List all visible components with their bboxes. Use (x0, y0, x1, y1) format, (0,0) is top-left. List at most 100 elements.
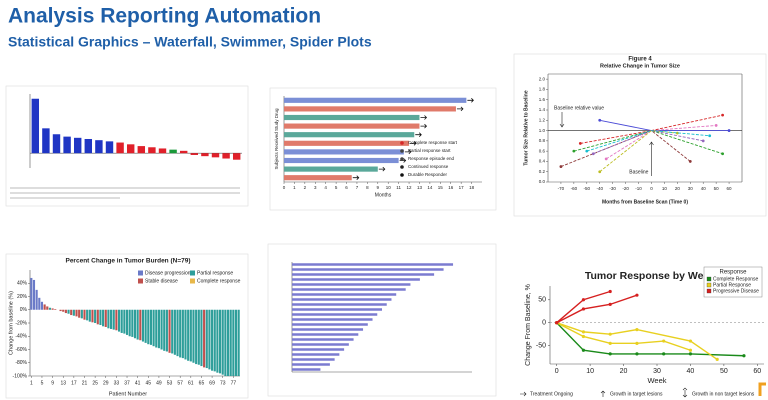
bar (73, 137, 82, 154)
bar (213, 309, 216, 372)
legend-swatch (138, 270, 143, 276)
swim-bar (284, 132, 415, 138)
continued-arrow (352, 175, 360, 180)
series-point (608, 302, 612, 306)
series-line (556, 322, 718, 360)
bar (105, 141, 114, 154)
series-point (688, 339, 693, 343)
bar (201, 153, 209, 157)
spider-point (721, 113, 724, 117)
swim-bar (292, 298, 392, 301)
spider-line (593, 130, 704, 155)
y-tick-label: 1.2 (539, 117, 546, 122)
bar (226, 309, 230, 376)
spider-point (578, 142, 582, 145)
footer-symbol (520, 391, 527, 397)
swim-bar (292, 323, 368, 326)
x-tick-label: 57 (177, 380, 183, 386)
bar (62, 309, 65, 312)
swim-bar (292, 333, 359, 336)
x-tick-label: 13 (417, 185, 423, 190)
spider-point (559, 165, 563, 168)
bar (160, 309, 163, 350)
bar (30, 277, 33, 310)
bar (88, 309, 91, 322)
bar (91, 309, 94, 323)
spider-point (701, 139, 705, 143)
legend-swatch (138, 278, 143, 284)
x-tick-label: 2 (304, 185, 307, 190)
series-point (581, 307, 586, 311)
swim-bar (284, 175, 352, 181)
footer-label: Growth in target lesions (610, 391, 663, 397)
swim-bar (292, 318, 373, 321)
x-tick-label: 61 (188, 380, 194, 386)
legend-label: Complete response start (408, 140, 458, 145)
x-tick-label: 10 (586, 368, 594, 375)
y-tick-label: 0.0 (539, 179, 546, 184)
y-tick-label: -50 (536, 342, 546, 349)
bar (184, 309, 187, 360)
bar (173, 309, 176, 355)
bar (126, 144, 135, 154)
bar (40, 301, 44, 310)
bar (152, 309, 155, 347)
chart-title: Percent Change in Tumor Burden (N=79) (65, 258, 190, 265)
bar (84, 138, 93, 154)
swim-bar (292, 343, 349, 346)
bar (64, 309, 67, 314)
bar (48, 307, 51, 310)
legend-marker (400, 141, 404, 145)
bar (237, 309, 240, 376)
bar (110, 309, 113, 329)
x-tick-label: 60 (753, 368, 761, 375)
bar (232, 309, 235, 376)
footer-label: Treatment Ongoing (530, 391, 573, 397)
spider-point (598, 118, 602, 122)
bar (128, 309, 131, 337)
series-point (742, 354, 746, 358)
bar (63, 136, 71, 154)
x-tick-label: 40 (701, 186, 707, 191)
spider-line (599, 130, 678, 173)
footer-symbol (682, 387, 688, 398)
bar (104, 309, 107, 327)
bar (211, 153, 220, 158)
swim-bar (292, 363, 330, 366)
y-axis-label: Subjects Received Study Drug (274, 108, 279, 170)
x-tick-label: 73 (220, 380, 226, 386)
spider-point (714, 124, 718, 127)
bar (234, 309, 238, 376)
x-tick-label: 33 (114, 380, 120, 386)
bar (43, 304, 46, 310)
x-tick-label: 17 (459, 185, 465, 190)
series-point (662, 339, 666, 343)
series-point (608, 332, 612, 336)
bar (165, 309, 168, 352)
y-tick-label: 0.2 (539, 169, 546, 174)
swim-bar (292, 348, 345, 351)
y-axis-label: Change from baseline (%) (8, 291, 14, 355)
bar (157, 309, 160, 349)
legend-label: Complete Response (713, 276, 759, 282)
spider-line (586, 130, 710, 152)
swim-bar (292, 268, 444, 271)
bar (32, 279, 36, 310)
bar (116, 142, 124, 154)
bar (95, 140, 103, 154)
bar (52, 134, 61, 154)
y-tick-label: 1.8 (539, 87, 546, 92)
y-tick-label: -60% (15, 347, 27, 353)
x-tick-label: 30 (688, 186, 694, 191)
chart-subtitle: Relative Change in Tumor Size (600, 63, 680, 69)
legend-swatch (706, 288, 712, 294)
y-tick-label: -100% (13, 373, 28, 379)
bar (216, 309, 219, 373)
x-tick-label: 0 (283, 185, 286, 190)
bar (148, 147, 156, 154)
x-tick-label: 1 (293, 185, 296, 190)
bar (115, 309, 118, 331)
footnote (10, 187, 240, 199)
x-tick-label: 65 (199, 380, 205, 386)
bar (203, 309, 206, 368)
